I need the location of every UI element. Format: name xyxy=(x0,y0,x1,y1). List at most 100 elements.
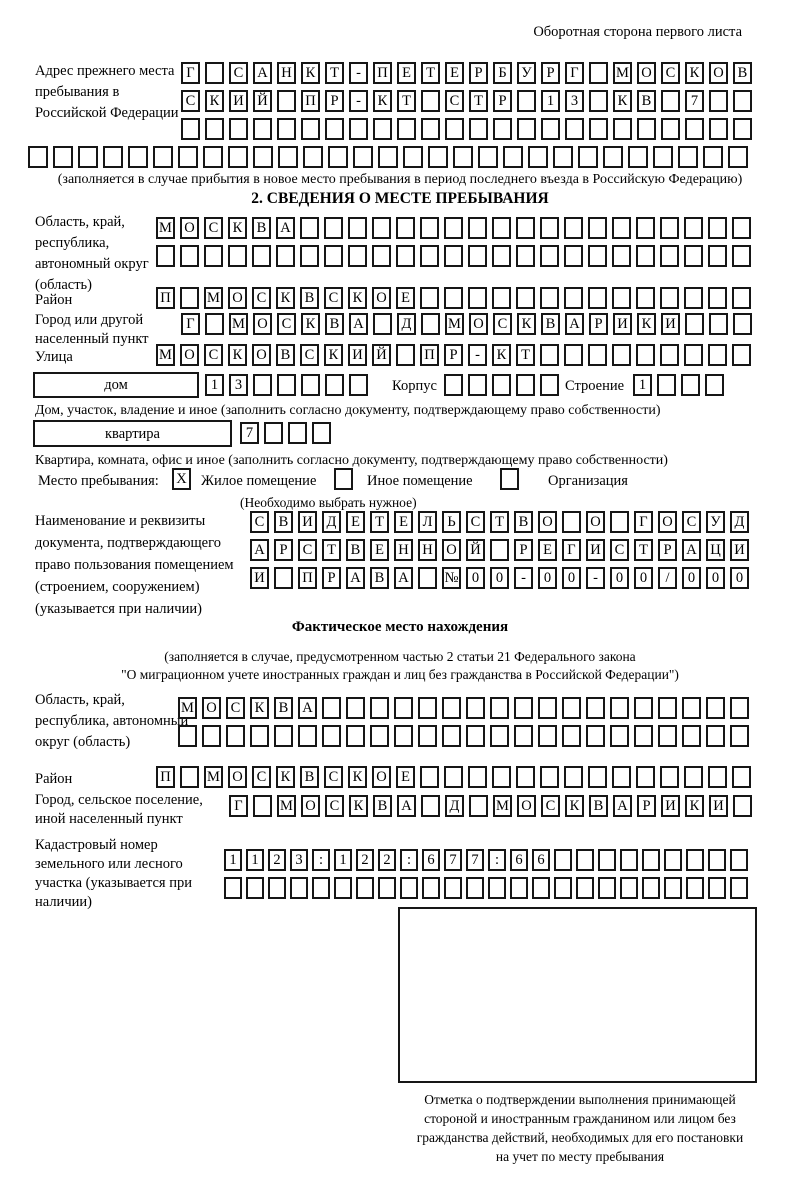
char-box[interactable]: Н xyxy=(277,62,296,84)
char-box[interactable]: К xyxy=(348,766,367,788)
char-box[interactable] xyxy=(514,725,533,747)
char-box[interactable]: У xyxy=(706,511,725,533)
char-box[interactable]: / xyxy=(658,567,677,589)
char-box[interactable]: П xyxy=(298,567,317,589)
char-box[interactable]: В xyxy=(514,511,533,533)
char-box[interactable]: О xyxy=(228,766,247,788)
char-box[interactable] xyxy=(303,146,323,168)
char-box[interactable]: П xyxy=(373,62,392,84)
char-box[interactable] xyxy=(488,877,506,899)
char-box[interactable] xyxy=(418,697,437,719)
char-box[interactable]: Р xyxy=(589,313,608,335)
char-box[interactable] xyxy=(349,118,368,140)
char-box[interactable]: 3 xyxy=(290,849,308,871)
char-box[interactable] xyxy=(372,245,391,267)
char-box[interactable] xyxy=(598,877,616,899)
char-box[interactable]: Д xyxy=(397,313,416,335)
char-box[interactable] xyxy=(576,849,594,871)
char-box[interactable]: 2 xyxy=(378,849,396,871)
char-box[interactable] xyxy=(733,795,752,817)
char-box[interactable]: Н xyxy=(418,539,437,561)
char-box[interactable]: 7 xyxy=(685,90,704,112)
char-box[interactable]: С xyxy=(445,90,464,112)
char-box[interactable]: К xyxy=(565,795,584,817)
char-box[interactable] xyxy=(205,118,224,140)
char-box[interactable]: 6 xyxy=(422,849,440,871)
char-box[interactable] xyxy=(469,118,488,140)
char-box[interactable]: Р xyxy=(658,539,677,561)
char-box[interactable]: В xyxy=(733,62,752,84)
char-box[interactable]: 3 xyxy=(565,90,584,112)
char-box[interactable] xyxy=(178,146,198,168)
char-box[interactable] xyxy=(156,245,175,267)
char-box[interactable]: С xyxy=(324,766,343,788)
char-box[interactable]: Е xyxy=(396,766,415,788)
char-box[interactable]: К xyxy=(685,62,704,84)
char-box[interactable]: О xyxy=(372,766,391,788)
char-box[interactable]: Б xyxy=(493,62,512,84)
char-box[interactable]: С xyxy=(325,795,344,817)
char-box[interactable]: Д xyxy=(730,511,749,533)
char-box[interactable]: С xyxy=(298,539,317,561)
char-box[interactable] xyxy=(532,877,550,899)
char-box[interactable] xyxy=(420,217,439,239)
char-box[interactable]: Е xyxy=(397,62,416,84)
char-box[interactable] xyxy=(540,245,559,267)
char-box[interactable] xyxy=(205,313,224,335)
char-box[interactable] xyxy=(705,374,724,396)
char-box[interactable] xyxy=(181,118,200,140)
char-box[interactable] xyxy=(732,245,751,267)
char-box[interactable]: С xyxy=(324,287,343,309)
char-box[interactable]: И xyxy=(730,539,749,561)
char-box[interactable]: В xyxy=(274,511,293,533)
char-box[interactable]: Г xyxy=(634,511,653,533)
char-box[interactable]: Т xyxy=(490,511,509,533)
char-box[interactable]: Т xyxy=(421,62,440,84)
char-box[interactable] xyxy=(180,245,199,267)
char-box[interactable] xyxy=(540,766,559,788)
char-box[interactable] xyxy=(612,245,631,267)
char-box[interactable]: Г xyxy=(181,313,200,335)
char-box[interactable] xyxy=(589,90,608,112)
char-box[interactable] xyxy=(538,725,557,747)
char-box[interactable] xyxy=(53,146,73,168)
char-box[interactable] xyxy=(732,766,751,788)
char-box[interactable]: Т xyxy=(325,62,344,84)
char-box[interactable]: О xyxy=(442,539,461,561)
char-box[interactable]: М xyxy=(445,313,464,335)
char-box[interactable]: В xyxy=(373,795,392,817)
char-box[interactable] xyxy=(612,766,631,788)
char-box[interactable] xyxy=(301,374,320,396)
char-box[interactable] xyxy=(516,245,535,267)
char-box[interactable]: У xyxy=(517,62,536,84)
char-box[interactable] xyxy=(708,849,726,871)
char-box[interactable] xyxy=(553,146,573,168)
char-box[interactable] xyxy=(277,118,296,140)
char-box[interactable]: О xyxy=(202,697,221,719)
char-box[interactable] xyxy=(346,725,365,747)
char-box[interactable] xyxy=(686,877,704,899)
char-box[interactable] xyxy=(733,118,752,140)
char-box[interactable] xyxy=(394,725,413,747)
char-box[interactable] xyxy=(681,374,700,396)
char-box[interactable] xyxy=(730,725,749,747)
char-box[interactable]: Р xyxy=(469,62,488,84)
char-box[interactable] xyxy=(708,245,727,267)
char-box[interactable] xyxy=(588,245,607,267)
char-box[interactable] xyxy=(180,287,199,309)
char-box[interactable]: П xyxy=(156,287,175,309)
char-box[interactable] xyxy=(468,374,487,396)
char-box[interactable]: Р xyxy=(493,90,512,112)
char-box[interactable] xyxy=(312,877,330,899)
char-box[interactable] xyxy=(370,697,389,719)
char-box[interactable]: О xyxy=(709,62,728,84)
char-box[interactable]: Ц xyxy=(706,539,725,561)
char-box[interactable]: П xyxy=(156,766,175,788)
char-box[interactable] xyxy=(420,245,439,267)
char-box[interactable]: 2 xyxy=(356,849,374,871)
char-box[interactable] xyxy=(612,217,631,239)
char-box[interactable] xyxy=(356,877,374,899)
char-box[interactable]: К xyxy=(348,287,367,309)
char-box[interactable] xyxy=(348,245,367,267)
char-box[interactable] xyxy=(322,697,341,719)
